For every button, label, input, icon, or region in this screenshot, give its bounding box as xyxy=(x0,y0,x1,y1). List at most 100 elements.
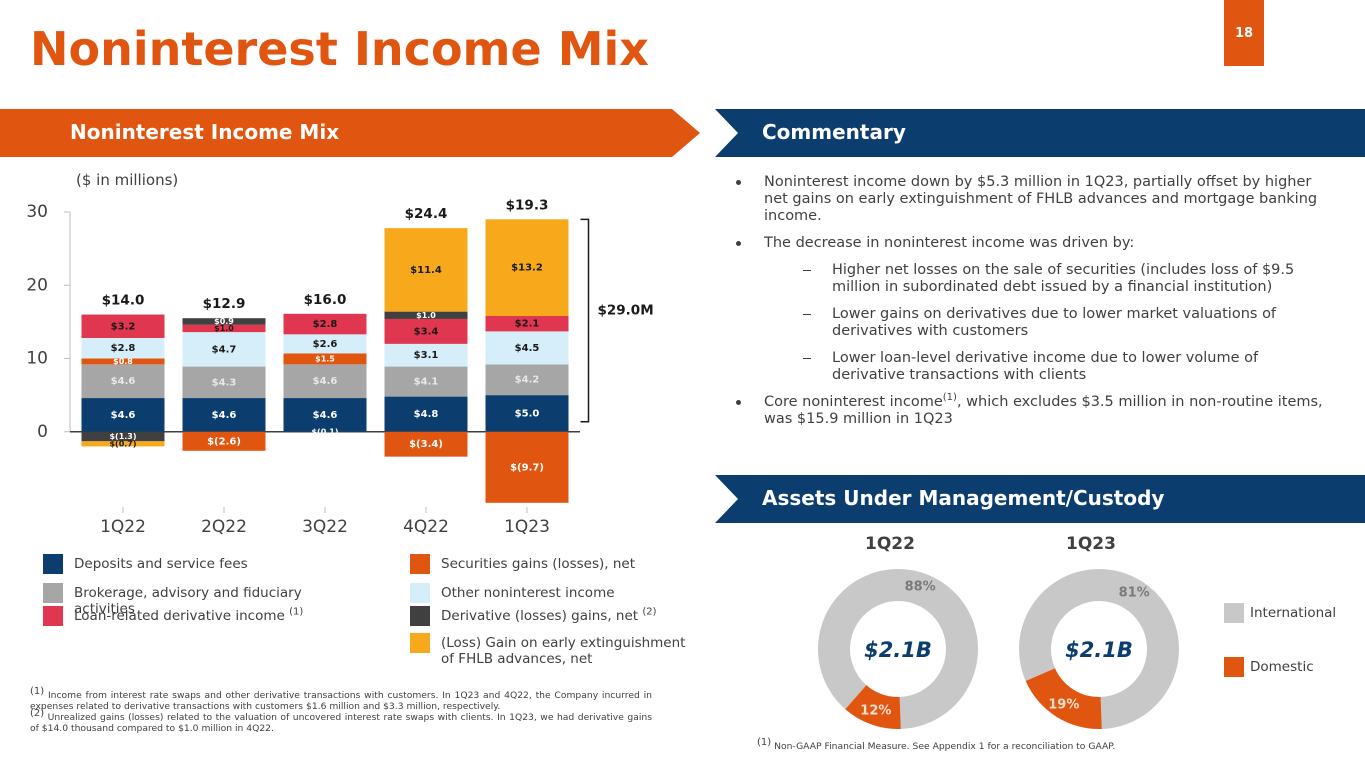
sub-bullet: Lower loan-level derivative income due t… xyxy=(735,350,1335,384)
footnotes: (1) Income from interest rate swaps and … xyxy=(30,686,653,734)
bar-value-label: $13.2 xyxy=(511,263,543,274)
bar-value-label: $3.4 xyxy=(414,326,439,337)
bar-value-label: $4.6 xyxy=(313,410,338,421)
bar-value-label: $4.6 xyxy=(212,410,237,421)
bar-segment xyxy=(485,219,569,317)
bar-value-label: $(0.1) xyxy=(311,428,338,437)
legend-mark: (1) xyxy=(289,606,304,618)
footnote: (2) Unrealized gains (losses) related to… xyxy=(30,708,652,734)
footnote-text: Income from interest rate swaps and othe… xyxy=(30,690,653,712)
bar-segment xyxy=(384,343,468,367)
bar-value-label: $(0.7) xyxy=(109,439,136,448)
legend-text: Derivative (losses) gains, net xyxy=(441,608,639,624)
donut-slice xyxy=(1025,668,1102,729)
bar-total-label: $12.9 xyxy=(203,296,246,312)
bar-value-label: $(3.4) xyxy=(409,439,443,450)
bar-segment xyxy=(182,366,266,399)
legend-swatch xyxy=(410,606,430,626)
bullet-text: Noninterest income down by $5.3 million … xyxy=(764,174,1318,224)
bar-segment xyxy=(283,353,367,365)
legend-text: Brokerage, advisory and fiduciary activi… xyxy=(74,585,302,617)
donut-value-label: 81% xyxy=(1119,586,1150,601)
bar-segment xyxy=(384,318,468,344)
footnote-text: Non-GAAP Financial Measure. See Appendix… xyxy=(774,741,1116,752)
legend-text: Other noninterest income xyxy=(441,585,615,601)
legend-label: Derivative (losses) gains, net (2) xyxy=(441,606,701,624)
donut-title: 1Q23 xyxy=(1066,534,1116,554)
footnote-mark: (1) xyxy=(30,685,45,697)
bar-segment xyxy=(485,364,569,396)
bar-value-label: $3.1 xyxy=(414,350,439,361)
legend-label: International xyxy=(1250,605,1336,621)
bar-value-label: $(2.6) xyxy=(207,436,241,447)
bar-value-label: $4.2 xyxy=(515,375,540,386)
legend-text: Securities gains (losses), net xyxy=(441,556,635,572)
bar-segment xyxy=(81,314,165,338)
bar-segment xyxy=(283,398,367,432)
sub-bullet-text: Lower loan-level derivative income due t… xyxy=(832,350,1259,383)
legend-text: Loan-related derivative income xyxy=(74,608,285,624)
donut-title: 1Q22 xyxy=(865,534,915,554)
bar-segment xyxy=(283,313,367,335)
bracket xyxy=(580,218,590,423)
bar-segment xyxy=(384,431,468,457)
bar-segment xyxy=(182,398,266,432)
sub-bullet-text: Higher net losses on the sale of securit… xyxy=(832,262,1295,295)
bar-segment xyxy=(81,441,165,447)
donut-center-label: $2.1B xyxy=(1065,638,1133,662)
donut-value-label: 88% xyxy=(905,579,936,594)
legend-label: Deposits and service fees xyxy=(74,556,334,572)
legend-swatch xyxy=(410,633,430,653)
bullet: The decrease in noninterest income was d… xyxy=(735,235,1335,252)
bar-total-label: $24.4 xyxy=(405,206,448,222)
bar-value-label: $3.2 xyxy=(111,321,136,332)
bar-segment xyxy=(384,228,468,312)
page-number: 18 xyxy=(1224,0,1264,66)
sub-bullet: Higher net losses on the sale of securit… xyxy=(735,262,1335,296)
footnote-text: Unrealized gains (losses) related to the… xyxy=(30,712,652,734)
bar-segment xyxy=(81,398,165,432)
x-tick-label: 1Q22 xyxy=(100,517,146,537)
bar-segment xyxy=(81,364,165,399)
commentary: Noninterest income down by $5.3 million … xyxy=(735,174,1335,438)
bar-segment xyxy=(182,332,266,367)
bar-value-label: $1.0 xyxy=(416,311,436,320)
bar-value-label: $(9.7) xyxy=(510,462,544,473)
y-tick-label: 20 xyxy=(26,275,48,295)
x-tick-label: 2Q22 xyxy=(201,517,247,537)
legend-swatch xyxy=(410,554,430,574)
bar-value-label: $5.0 xyxy=(515,408,540,419)
bar-segment xyxy=(283,431,367,433)
bullet: Noninterest income down by $5.3 million … xyxy=(735,174,1335,225)
legend-label: Brokerage, advisory and fiduciary activi… xyxy=(74,585,334,617)
legend-label: Other noninterest income xyxy=(441,585,701,601)
title: Noninterest Income Mix xyxy=(30,22,649,76)
commentary-header-bar xyxy=(715,109,1365,157)
legend-label: Loan-related derivative income (1) xyxy=(74,606,334,624)
legend-mark: (2) xyxy=(642,606,657,618)
bar-value-label: $4.3 xyxy=(212,377,237,388)
bar-segment xyxy=(485,395,569,432)
footnote-mark: (1) xyxy=(757,736,772,748)
bar-value-label: $4.1 xyxy=(414,377,439,388)
commentary-header: Commentary xyxy=(762,120,906,144)
bar-segment xyxy=(384,311,468,319)
bar-total-label: $14.0 xyxy=(102,293,145,309)
bar-total-label: $16.0 xyxy=(304,292,347,308)
aum-header-bar xyxy=(715,475,1365,523)
y-tick-label: 10 xyxy=(26,349,48,369)
bar-value-label: $2.8 xyxy=(313,319,338,330)
left-header-bar xyxy=(0,109,700,157)
bar-value-label: $4.5 xyxy=(515,343,540,354)
footnote: (1) Income from interest rate swaps and … xyxy=(30,686,653,712)
donut-center-label: $2.1B xyxy=(864,638,932,662)
x-tick-label: 3Q22 xyxy=(302,517,348,537)
bar-segment xyxy=(81,337,165,359)
footnote-mark: (2) xyxy=(30,707,45,719)
bar-value-label: $2.1 xyxy=(515,319,540,330)
bar-segment xyxy=(485,331,569,365)
bar-total-label: $19.3 xyxy=(506,197,549,213)
donut-slice xyxy=(818,569,979,729)
